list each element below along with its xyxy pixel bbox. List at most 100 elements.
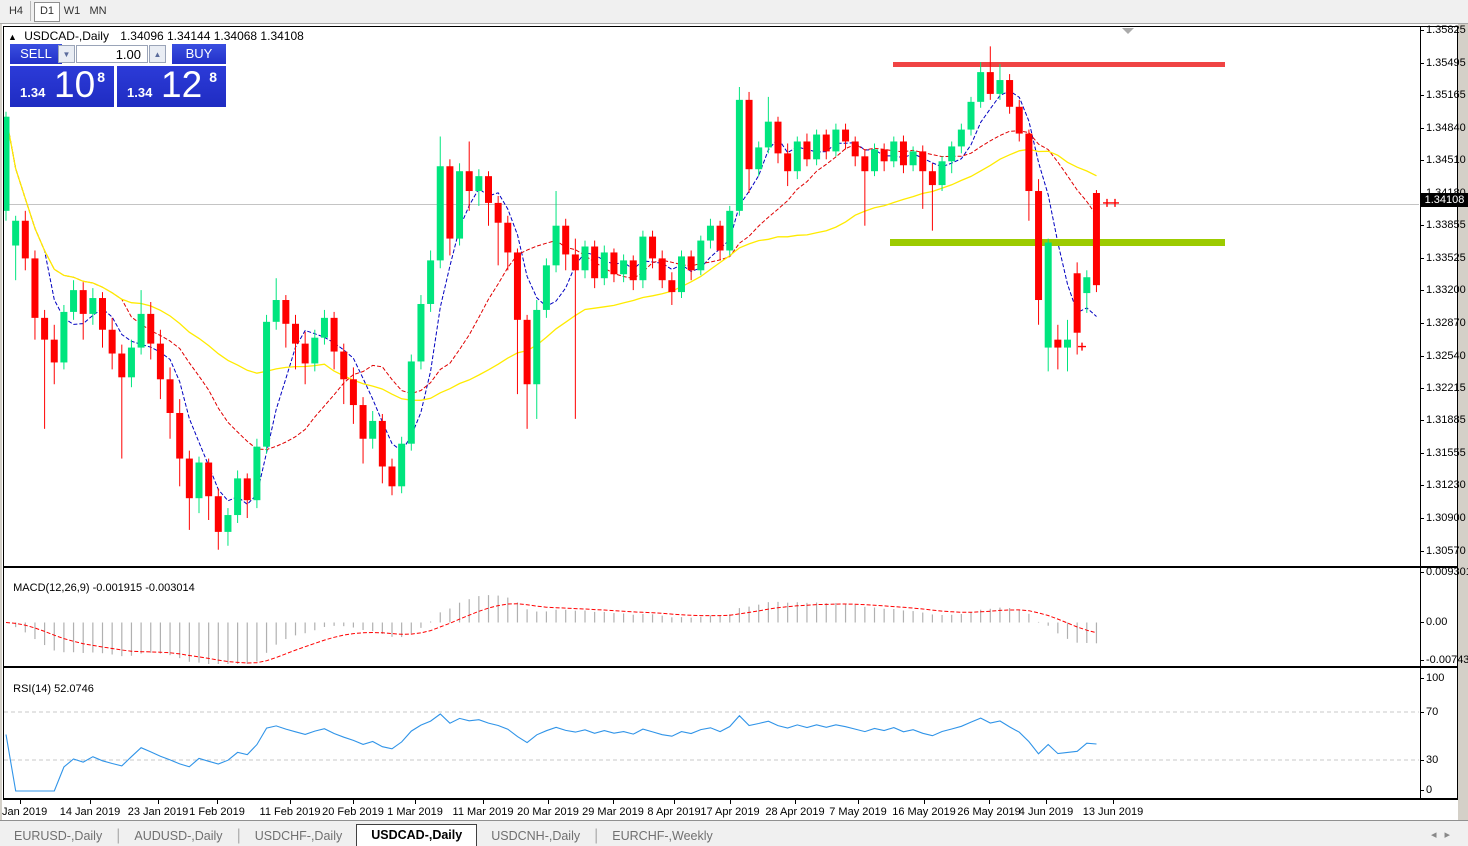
candle-body-bull[interactable] — [12, 220, 20, 246]
candle-body-bear[interactable] — [494, 202, 502, 223]
candle-body-bear[interactable] — [562, 225, 570, 255]
candle-body-bull[interactable] — [60, 311, 68, 363]
buy-button[interactable]: BUY — [172, 44, 226, 64]
candle-body-bull[interactable] — [89, 298, 97, 314]
candle-body-bear[interactable] — [658, 258, 666, 281]
candle-body-bull[interactable] — [735, 99, 743, 211]
candle-body-bear[interactable] — [716, 225, 724, 251]
candle-body-bear[interactable] — [668, 280, 676, 293]
candle-body-bear[interactable] — [21, 220, 29, 259]
candle-body-bear[interactable] — [513, 252, 521, 320]
candle-body-bull[interactable] — [311, 337, 319, 364]
candle-body-bear[interactable] — [465, 171, 473, 192]
candle-body-bull[interactable] — [234, 478, 242, 516]
candle-body-bear[interactable] — [205, 462, 213, 497]
candle-body-bear[interactable] — [330, 317, 338, 352]
candle-body-bear[interactable] — [822, 134, 830, 152]
candle-body-bear[interactable] — [610, 252, 618, 275]
candle-body-bear[interactable] — [108, 329, 116, 354]
candle-body-bear[interactable] — [899, 141, 907, 166]
candle-body-bear[interactable] — [591, 246, 599, 279]
candle-body-bear[interactable] — [571, 254, 579, 271]
chart-tab-usdcaddaily[interactable]: USDCAD-,Daily — [356, 824, 478, 846]
candle-body-bear[interactable] — [292, 323, 299, 344]
candle-body-bull[interactable] — [996, 80, 1004, 94]
candle-body-bear[interactable] — [919, 151, 927, 172]
sma-mid-line[interactable] — [5, 116, 1097, 451]
candle-body-bull[interactable] — [127, 347, 135, 378]
candle-body-bull[interactable] — [263, 321, 271, 447]
candle-body-bull[interactable] — [957, 129, 965, 147]
candle-body-bear[interactable] — [99, 298, 106, 330]
candle-body-bear[interactable] — [523, 319, 531, 385]
candle-body-bull[interactable] — [407, 361, 415, 444]
sma-fast-line[interactable] — [5, 90, 1097, 505]
candle-body-bull[interactable] — [639, 236, 647, 281]
candle-body-bull[interactable] — [1044, 242, 1052, 348]
candle-body-bull[interactable] — [533, 309, 541, 385]
candle-body-bear[interactable] — [504, 222, 512, 253]
candle-body-bull[interactable] — [1064, 339, 1071, 348]
chart-tab-audusddaily[interactable]: AUDUSD-,Daily — [134, 829, 223, 843]
timeframe-button-d1[interactable]: D1 — [34, 2, 60, 22]
timeframe-button-w1[interactable]: W1 — [63, 5, 81, 17]
candle-body-bull[interactable] — [793, 141, 801, 172]
candle-body-bear[interactable] — [340, 351, 348, 380]
timeframe-button-h4[interactable]: H4 — [8, 5, 24, 17]
candle-body-bull[interactable] — [755, 147, 763, 170]
candle-body-bull[interactable] — [706, 225, 714, 241]
candle-body-bull[interactable] — [600, 252, 608, 279]
candle-body-bear[interactable] — [1015, 106, 1023, 134]
tab-scroll-right-icon[interactable]: ▸ — [1444, 829, 1458, 841]
sell-price-box[interactable]: 1.34 10 8 — [10, 64, 114, 107]
candle-body-bear[interactable] — [986, 72, 994, 94]
candle-body-bull[interactable] — [871, 149, 878, 172]
candle-body-bull[interactable] — [456, 171, 464, 239]
candle-body-bear[interactable] — [166, 379, 174, 413]
candle-body-bear[interactable] — [147, 313, 155, 344]
candle-body-bear[interactable] — [50, 339, 58, 363]
candle-body-bear[interactable] — [156, 343, 164, 380]
candle-body-bull[interactable] — [195, 462, 203, 499]
candle-body-bull[interactable] — [320, 317, 328, 338]
candle-body-bull[interactable] — [4, 116, 10, 211]
candle-body-bear[interactable] — [349, 379, 357, 406]
candle-body-bull[interactable] — [552, 225, 560, 266]
candle-body-bear[interactable] — [359, 405, 367, 439]
rsi-indicator-chart[interactable] — [4, 668, 1421, 797]
candle-body-bear[interactable] — [485, 176, 492, 203]
candle-body-bull[interactable] — [726, 210, 734, 251]
candle-body-bear[interactable] — [176, 412, 184, 459]
candle-body-bear[interactable] — [185, 458, 193, 499]
candle-body-bull[interactable] — [137, 313, 145, 348]
candle-body-bear[interactable] — [928, 171, 936, 186]
support-line[interactable] — [890, 239, 1225, 246]
candle-body-bull[interactable] — [427, 260, 435, 304]
volume-increase-button[interactable]: ▲ — [149, 45, 166, 63]
candle-body-bear[interactable] — [1025, 133, 1033, 192]
candle-body-bull[interactable] — [272, 300, 280, 322]
candle-body-bull[interactable] — [542, 265, 550, 310]
candle-body-bull[interactable] — [890, 141, 898, 162]
candle-body-bear[interactable] — [1092, 193, 1100, 286]
candle-body-bull[interactable] — [475, 176, 483, 192]
candle-body-bear[interactable] — [851, 141, 859, 157]
candle-body-bear[interactable] — [1035, 191, 1043, 301]
candle-body-bull[interactable] — [977, 72, 985, 102]
candle-body-bull[interactable] — [581, 246, 589, 271]
candle-body-bear[interactable] — [629, 260, 637, 281]
candle-body-bull[interactable] — [967, 101, 975, 130]
tab-scroll-left-icon[interactable]: ◂ — [1430, 829, 1445, 841]
candle-body-bear[interactable] — [774, 121, 782, 154]
candle-body-bear[interactable] — [649, 236, 657, 259]
candle-body-bear[interactable] — [41, 317, 49, 340]
candle-body-bear[interactable] — [1073, 273, 1081, 333]
sma-slow-line[interactable] — [5, 116, 1097, 401]
candle-body-bear[interactable] — [282, 300, 290, 324]
timeframe-button-mn[interactable]: MN — [89, 5, 107, 17]
candle-body-bear[interactable] — [880, 149, 888, 162]
candle-body-bull[interactable] — [764, 121, 772, 148]
candle-body-bear[interactable] — [214, 496, 222, 532]
candle-body-bull[interactable] — [948, 146, 956, 162]
main-price-chart[interactable] — [4, 27, 1421, 566]
